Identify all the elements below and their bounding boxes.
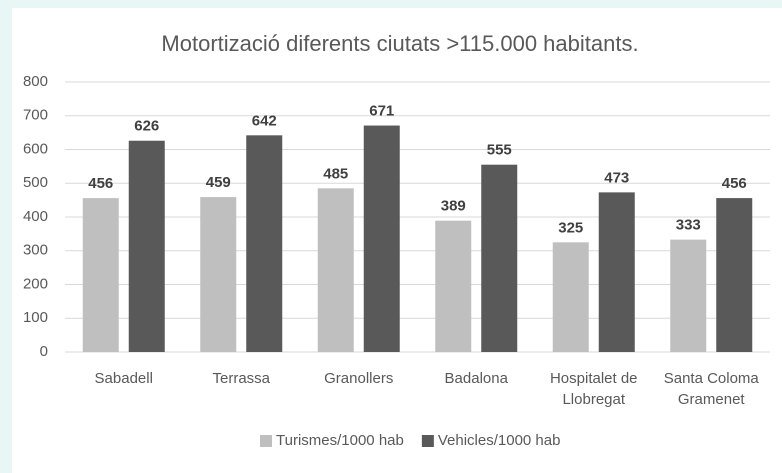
y-tick-label: 500 xyxy=(23,174,48,191)
y-tick-label: 800 xyxy=(23,73,48,90)
bar xyxy=(246,135,283,352)
bar xyxy=(200,197,237,352)
chart-title: Motortizació diferents ciutats >115.000 … xyxy=(161,31,638,56)
data-label: 473 xyxy=(604,169,629,186)
bar xyxy=(598,192,635,352)
data-label: 671 xyxy=(369,103,394,120)
data-label: 389 xyxy=(441,198,466,215)
x-tick-label: Granollers xyxy=(324,370,394,387)
x-tick-label: Santa Coloma Gramenet xyxy=(663,370,759,408)
bar xyxy=(82,198,119,352)
bar xyxy=(716,198,753,352)
legend-label: Vehicles/1000 hab xyxy=(438,432,561,449)
bar xyxy=(128,140,165,352)
x-tick-label: Sabadell xyxy=(94,370,153,387)
bar xyxy=(435,220,472,352)
x-tick-label: Badalona xyxy=(444,370,508,387)
y-tick-label: 300 xyxy=(23,242,48,259)
bar xyxy=(481,164,518,352)
y-tick-label: 700 xyxy=(23,107,48,124)
data-label: 555 xyxy=(487,142,512,159)
data-label: 642 xyxy=(252,112,277,129)
x-tick-label: Terrassa xyxy=(212,370,271,387)
y-tick-label: 0 xyxy=(40,343,48,360)
data-label: 333 xyxy=(676,217,701,234)
data-label: 459 xyxy=(206,174,231,191)
y-tick-label: 600 xyxy=(23,140,48,157)
data-label: 485 xyxy=(323,165,348,182)
bar xyxy=(363,125,400,352)
data-label: 325 xyxy=(558,219,583,236)
data-label: 456 xyxy=(722,175,747,192)
y-tick-label: 100 xyxy=(23,309,48,326)
legend-label: Turismes/1000 hab xyxy=(276,432,404,449)
y-tick-label: 200 xyxy=(23,275,48,292)
legend-swatch xyxy=(260,435,272,447)
data-label: 456 xyxy=(88,175,113,192)
data-label: 626 xyxy=(134,118,159,135)
x-tick-label: Hospitalet de Llobregat xyxy=(549,370,638,408)
bar xyxy=(317,188,354,352)
legend-swatch xyxy=(421,435,434,447)
bar xyxy=(552,242,589,352)
y-tick-label: 400 xyxy=(23,208,48,225)
bar xyxy=(670,239,707,352)
